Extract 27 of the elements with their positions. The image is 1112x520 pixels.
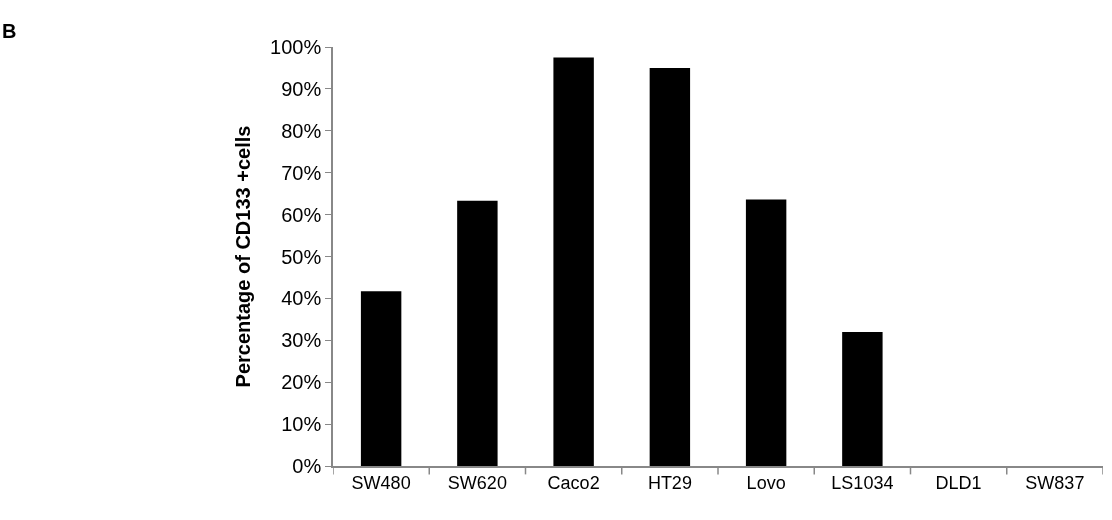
y-axis-title: Percentage of CD133 +cells — [232, 125, 255, 388]
x-tick-label: SW480 — [351, 473, 411, 494]
y-tick-label: 80% — [281, 119, 322, 142]
y-tick-label: 70% — [281, 161, 322, 184]
y-tick-label: 60% — [281, 203, 322, 226]
x-tick-label: SW620 — [447, 473, 507, 494]
bar — [745, 199, 787, 466]
x-tick-label: DLD1 — [935, 473, 982, 494]
y-tick-label: 30% — [281, 329, 322, 352]
x-tick-label: Caco2 — [547, 473, 600, 494]
y-tick-label: 50% — [281, 245, 322, 268]
y-tick-label: 90% — [281, 77, 322, 100]
bar — [360, 291, 402, 466]
x-tick-label: HT29 — [647, 473, 692, 494]
y-tick-label: 40% — [281, 287, 322, 310]
bar — [457, 200, 498, 466]
y-tick-label: 100% — [270, 36, 322, 58]
bar — [553, 57, 594, 466]
x-tick-label: SW837 — [1025, 473, 1085, 494]
bar — [842, 331, 883, 466]
x-tick-label: LS1034 — [831, 473, 894, 494]
y-tick-label: 0% — [292, 455, 322, 477]
bar — [649, 67, 691, 466]
text: B — [2, 20, 17, 42]
x-tick-label: Lovo — [746, 473, 786, 494]
y-tick-label: 10% — [281, 413, 322, 436]
y-tick-label: 20% — [281, 371, 322, 394]
